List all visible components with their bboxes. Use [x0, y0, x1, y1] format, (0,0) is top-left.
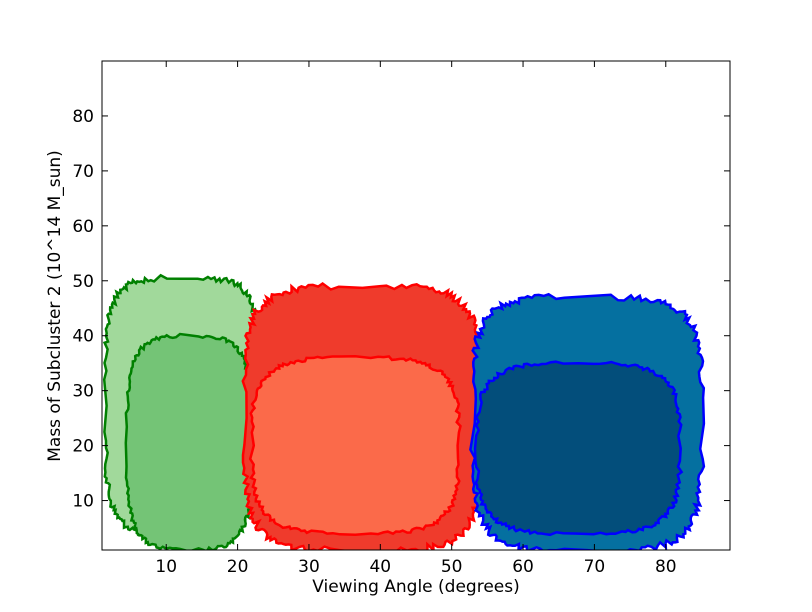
- x-tick-label-20: 20: [227, 557, 249, 577]
- y-tick-label-30: 30: [72, 382, 94, 402]
- plot-area: [102, 273, 706, 550]
- x-tick-label-40: 40: [369, 557, 391, 577]
- x-tick-label-10: 10: [155, 557, 177, 577]
- x-tick-label-30: 30: [298, 557, 320, 577]
- y-tick-label-50: 50: [72, 272, 94, 292]
- axes-frame: [101, 60, 731, 551]
- y-axis-label: Mass of Subcluster 2 (10^14 M_sun): [45, 150, 65, 462]
- x-tick-label-50: 50: [441, 557, 463, 577]
- y-tick-label-40: 40: [72, 327, 94, 347]
- x-tick-label-80: 80: [655, 557, 677, 577]
- blue-inner-contour: [473, 360, 684, 537]
- y-tick-label-20: 20: [72, 437, 94, 457]
- x-tick-label-60: 60: [512, 557, 534, 577]
- y-tick-label-70: 70: [72, 162, 94, 182]
- y-tick-label-10: 10: [72, 492, 94, 512]
- x-axis-label: Viewing Angle (degrees): [312, 577, 520, 597]
- red-inner-contour: [248, 354, 462, 537]
- green-inner-contour: [124, 332, 255, 550]
- y-tick-label-60: 60: [72, 217, 94, 237]
- x-tick-label-70: 70: [584, 557, 606, 577]
- tick-marks: 10 20 30 40 50 60 70 80 10 20 30 40 50 60 70 80: [72, 61, 730, 577]
- y-tick-label-80: 80: [72, 107, 94, 127]
